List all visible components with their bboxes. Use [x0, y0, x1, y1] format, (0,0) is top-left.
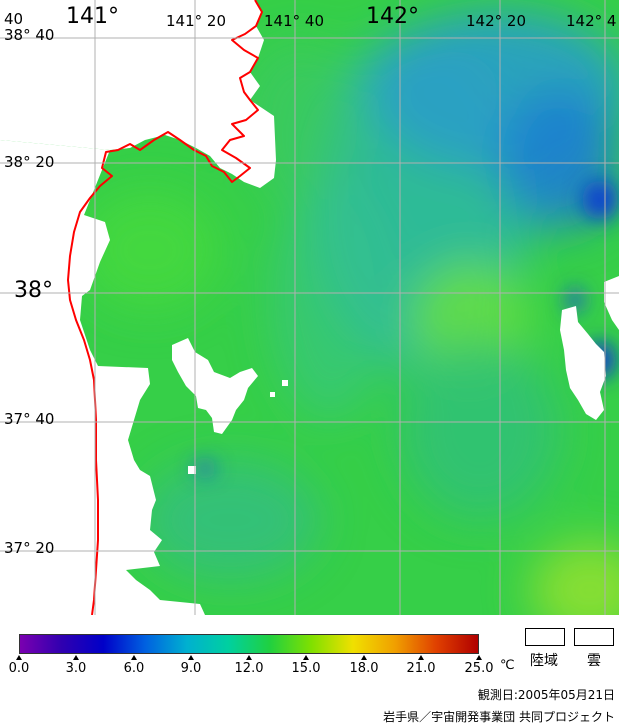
colorbar-tick-label: 6.0 — [123, 661, 145, 676]
lat-label-38: 38° — [14, 278, 53, 303]
sst-map: 40 141° 141° 20 141° 40 142° 142° 20 142… — [0, 0, 619, 615]
cloud-legend-swatch — [574, 628, 614, 646]
colorbar-tick-mark — [476, 655, 482, 660]
colorbar-tick-mark — [303, 655, 309, 660]
observation-date: 観測日:2005年05月21日 — [477, 688, 615, 702]
colorbar-unit: ℃ — [500, 658, 515, 673]
colorbar-tick-label: 12.0 — [234, 661, 264, 676]
sst-map-graphic — [0, 0, 619, 615]
colorbar-tick-label: 18.0 — [349, 661, 379, 676]
colorbar-tick-label: 21.0 — [406, 661, 436, 676]
colorbar-tick-label: 25.0 — [464, 661, 494, 676]
lon-label-40: 40 — [4, 10, 24, 28]
colorbar-tick-mark — [418, 655, 424, 660]
colorbar-tick-label: 9.0 — [180, 661, 202, 676]
colorbar-tick-mark — [188, 655, 194, 660]
lat-label-38-40: 38° 40 — [4, 26, 55, 44]
colorbar-tick-label: 0.0 — [8, 661, 30, 676]
lon-label-141-40: 141° 40 — [264, 12, 324, 30]
lat-label-37-40: 37° 40 — [4, 410, 55, 428]
cloud-legend-label: 雲 — [587, 653, 601, 669]
colorbar-tick-mark — [246, 655, 252, 660]
graticule — [0, 0, 619, 615]
colorbar-tick-mark — [73, 655, 79, 660]
temperature-colorbar — [19, 634, 479, 654]
lat-label-38-20: 38° 20 — [4, 153, 55, 171]
land-legend-swatch — [525, 628, 565, 646]
land-mask — [0, 0, 276, 615]
colorbar-tick-mark — [361, 655, 367, 660]
lon-label-141: 141° — [66, 4, 119, 29]
lat-label-37-20: 37° 20 — [4, 539, 55, 557]
lon-label-142: 142° — [366, 4, 419, 29]
colorbar-tick-label: 3.0 — [65, 661, 87, 676]
lon-label-141-20: 141° 20 — [166, 12, 226, 30]
colorbar-tick-label: 15.0 — [291, 661, 321, 676]
colorbar-tick-mark — [131, 655, 137, 660]
lon-label-142-4: 142° 4 — [566, 12, 617, 30]
land-legend-label: 陸域 — [530, 653, 558, 669]
lon-label-142-20: 142° 20 — [466, 12, 526, 30]
cloud-mask — [172, 276, 619, 474]
coastline — [67, 0, 263, 615]
colorbar-tick-mark — [16, 655, 22, 660]
credit-line: 岩手県／宇宙開発事業団 共同プロジェクト — [383, 710, 615, 724]
